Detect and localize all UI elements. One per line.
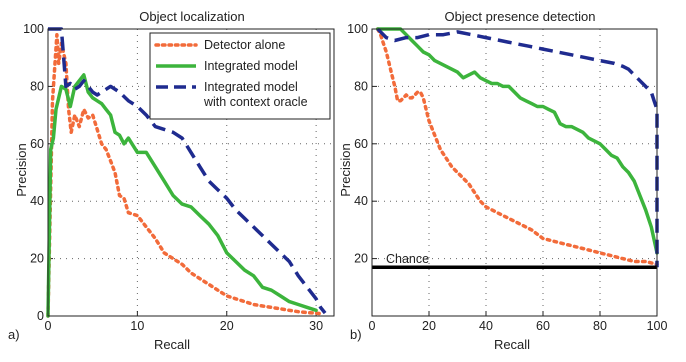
legend-label-detector: Detector alone — [204, 38, 285, 52]
x-tick-label: 30 — [309, 319, 323, 333]
x-tick-label: 40 — [479, 319, 493, 333]
series-lines — [46, 27, 327, 318]
plot-frame — [371, 28, 658, 317]
x-tick-label: 10 — [130, 319, 144, 333]
panel-localization: Object localization Precision Recall a) … — [8, 9, 335, 352]
grid — [372, 29, 657, 316]
x-axis-label: Recall — [494, 337, 530, 352]
series-line-integrated — [375, 27, 659, 255]
x-tick-label: 60 — [536, 319, 550, 333]
x-axis-label: Recall — [154, 337, 190, 352]
chart-title: Object localization — [139, 9, 245, 24]
y-axis-label: Precision — [338, 143, 353, 196]
legend-label-oracle: Integrated model with context oracle — [203, 80, 308, 109]
x-tick-label: 100 — [647, 319, 668, 333]
series-line-integrated — [46, 73, 318, 318]
plot-frame — [47, 28, 335, 317]
x-tick-label: 20 — [422, 319, 436, 333]
y-tick-label: 60 — [30, 137, 44, 151]
chart-title: Object presence detection — [444, 9, 595, 24]
y-tick-label: 20 — [30, 252, 44, 266]
x-tick-label: 0 — [45, 319, 52, 333]
series-lines — [375, 27, 659, 268]
series-line-oracle — [48, 27, 327, 315]
y-tick-label: 60 — [354, 137, 368, 151]
series-line-oracle — [376, 27, 659, 268]
panel-label: a) — [8, 327, 20, 342]
y-tick-label: 20 — [354, 252, 368, 266]
y-tick-label: 0 — [37, 309, 44, 323]
series-line-detector — [46, 32, 323, 318]
tick-labels: 0 10 20 30 0 20 40 60 80 100 — [23, 22, 323, 333]
legend-box — [149, 32, 331, 120]
y-tick-label: 80 — [354, 79, 368, 93]
x-tick-label: 80 — [593, 319, 607, 333]
y-tick-label: 100 — [23, 22, 44, 36]
panel-label: b) — [350, 327, 362, 342]
y-tick-label: 100 — [347, 22, 368, 36]
x-tick-label: 0 — [369, 319, 376, 333]
tick-labels: 0 20 40 60 80 100 20 40 60 80 100 — [347, 22, 667, 333]
series-line-detector — [375, 27, 659, 267]
x-tick-label: 20 — [220, 319, 234, 333]
legend: Detector alone Integrated model Integrat… — [149, 32, 331, 120]
legend-label-integrated: Integrated model — [204, 59, 298, 73]
panel-presence: Object presence detection Precision Reca… — [338, 9, 667, 352]
y-tick-label: 40 — [354, 194, 368, 208]
y-tick-label: 80 — [30, 79, 44, 93]
chance-label: Chance — [386, 252, 429, 266]
y-axis-label: Precision — [14, 143, 29, 196]
y-tick-label: 40 — [30, 194, 44, 208]
